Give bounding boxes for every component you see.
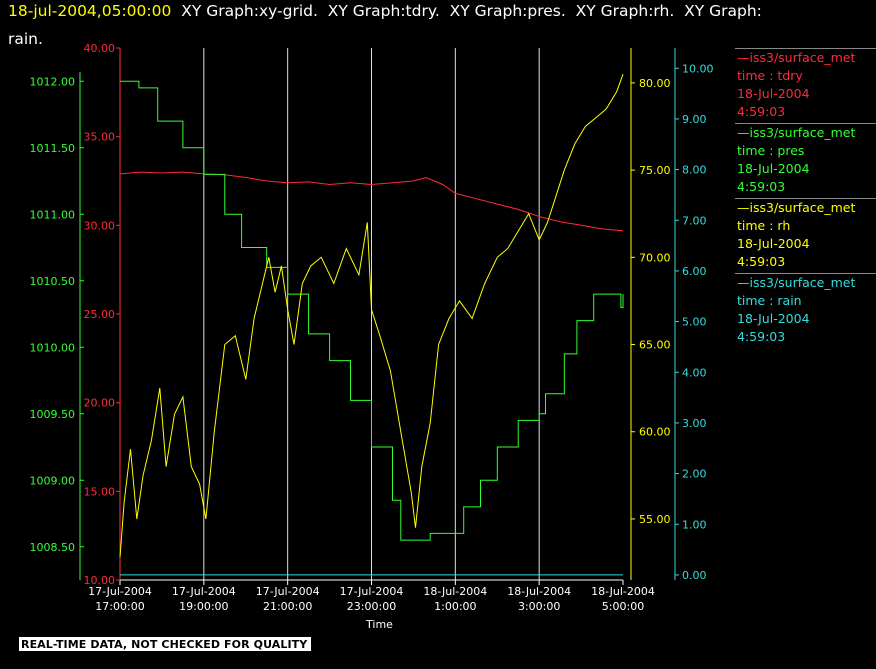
series-line-pres bbox=[120, 80, 624, 541]
tdry-tick-label: 20.00 bbox=[84, 397, 116, 410]
pres-tick-label: 1009.50 bbox=[30, 408, 76, 421]
rh-tick-label: 60.00 bbox=[639, 426, 671, 439]
pres-tick-label: 1009.00 bbox=[30, 474, 76, 487]
legend-text: 4:59:03 bbox=[737, 329, 786, 344]
legend-text: —iss3/surface_met bbox=[737, 50, 856, 65]
legend-text: —iss3/surface_met bbox=[737, 200, 856, 215]
tdry-tick-label: 15.00 bbox=[84, 485, 116, 498]
x-tick-label-time: 21:00:00 bbox=[263, 600, 312, 613]
x-axis-title: Time bbox=[365, 618, 393, 631]
rain-tick-label: 7.00 bbox=[682, 214, 707, 227]
pres-tick-label: 1010.50 bbox=[30, 275, 76, 288]
legend-text: 4:59:03 bbox=[737, 254, 786, 269]
x-tick-label-time: 17:00:00 bbox=[95, 600, 144, 613]
x-tick-label-time: 3:00:00 bbox=[518, 600, 560, 613]
graph-title-text: XY Graph:xy-grid. XY Graph:tdry. XY Grap… bbox=[171, 2, 762, 20]
legend: —iss3/surface_met time : tdry 18-Jul-2004 4… bbox=[735, 48, 876, 348]
rain-tick-label: 2.00 bbox=[682, 468, 707, 481]
legend-text: 18-Jul-2004 bbox=[737, 86, 810, 101]
rh-tick-label: 70.00 bbox=[639, 251, 671, 264]
rain-tick-label: 8.00 bbox=[682, 164, 707, 177]
legend-text: time : rain bbox=[737, 293, 802, 308]
x-tick-label-date: 17-Jul-2004 bbox=[88, 585, 152, 598]
rh-tick-label: 80.00 bbox=[639, 77, 671, 90]
x-tick-label-time: 23:00:00 bbox=[347, 600, 396, 613]
pres-tick-label: 1010.00 bbox=[30, 341, 76, 354]
tdry-tick-label: 30.00 bbox=[84, 219, 116, 232]
rain-tick-label: 6.00 bbox=[682, 265, 707, 278]
rain-tick-label: 0.00 bbox=[682, 569, 707, 582]
x-tick-label-date: 17-Jul-2004 bbox=[340, 585, 404, 598]
legend-text: time : rh bbox=[737, 218, 791, 233]
legend-text: 4:59:03 bbox=[737, 179, 786, 194]
legend-text: time : tdry bbox=[737, 68, 803, 83]
x-tick-label-time: 5:00:00 bbox=[602, 600, 644, 613]
x-tick-label-date: 17-Jul-2004 bbox=[172, 585, 236, 598]
pres-tick-label: 1008.50 bbox=[30, 541, 76, 554]
rain-tick-label: 10.00 bbox=[682, 62, 714, 75]
tdry-tick-label: 40.00 bbox=[84, 42, 116, 55]
graph-title-line2: rain. bbox=[8, 30, 43, 48]
pres-tick-label: 1011.00 bbox=[30, 208, 76, 221]
legend-text: 18-Jul-2004 bbox=[737, 161, 810, 176]
tdry-tick-label: 35.00 bbox=[84, 131, 116, 144]
rain-tick-label: 1.00 bbox=[682, 518, 707, 531]
x-tick-label-date: 18-Jul-2004 bbox=[591, 585, 655, 598]
x-tick-label-date: 17-Jul-2004 bbox=[256, 585, 320, 598]
legend-text: 18-Jul-2004 bbox=[737, 311, 810, 326]
x-tick-label-date: 18-Jul-2004 bbox=[423, 585, 487, 598]
quality-note: REAL-TIME DATA, NOT CHECKED FOR QUALITY bbox=[19, 637, 312, 651]
legend-text: —iss3/surface_met bbox=[737, 275, 856, 290]
tdry-tick-label: 25.00 bbox=[84, 308, 116, 321]
pres-tick-label: 1012.00 bbox=[30, 75, 76, 88]
rh-tick-label: 65.00 bbox=[639, 339, 671, 352]
pres-tick-label: 1011.50 bbox=[30, 142, 76, 155]
rh-tick-label: 75.00 bbox=[639, 164, 671, 177]
x-tick-label-time: 1:00:00 bbox=[434, 600, 476, 613]
graph-timestamp: 18-jul-2004,05:00:00 bbox=[8, 2, 172, 20]
rain-tick-label: 9.00 bbox=[682, 113, 707, 126]
legend-text: —iss3/surface_met bbox=[737, 125, 856, 140]
tdry-tick-label: 10.00 bbox=[84, 574, 116, 587]
graph-title-line1: 18-jul-2004,05:00:00 XY Graph:xy-grid. X… bbox=[8, 2, 762, 20]
x-tick-label-date: 18-Jul-2004 bbox=[507, 585, 571, 598]
x-tick-label-time: 19:00:00 bbox=[179, 600, 228, 613]
rh-tick-label: 55.00 bbox=[639, 513, 671, 526]
rain-tick-label: 3.00 bbox=[682, 417, 707, 430]
series-line-rh bbox=[119, 74, 624, 558]
rain-tick-label: 5.00 bbox=[682, 316, 707, 329]
legend-text: 4:59:03 bbox=[737, 104, 786, 119]
rain-tick-label: 4.00 bbox=[682, 366, 707, 379]
legend-text: 18-Jul-2004 bbox=[737, 236, 810, 251]
legend-text: time : pres bbox=[737, 143, 805, 158]
